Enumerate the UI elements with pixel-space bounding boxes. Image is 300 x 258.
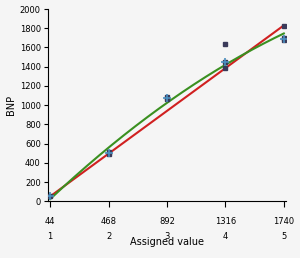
Text: 1316: 1316: [215, 217, 236, 225]
Y-axis label: BNP: BNP: [6, 95, 16, 115]
Text: 468: 468: [100, 217, 117, 225]
Text: 3: 3: [164, 232, 170, 241]
X-axis label: Assigned value: Assigned value: [130, 237, 204, 247]
Text: 2: 2: [106, 232, 111, 241]
Text: 1: 1: [47, 232, 53, 241]
Text: 1740: 1740: [273, 217, 294, 225]
Text: 5: 5: [281, 232, 286, 241]
Text: 892: 892: [159, 217, 175, 225]
Text: 44: 44: [45, 217, 56, 225]
Text: 4: 4: [223, 232, 228, 241]
